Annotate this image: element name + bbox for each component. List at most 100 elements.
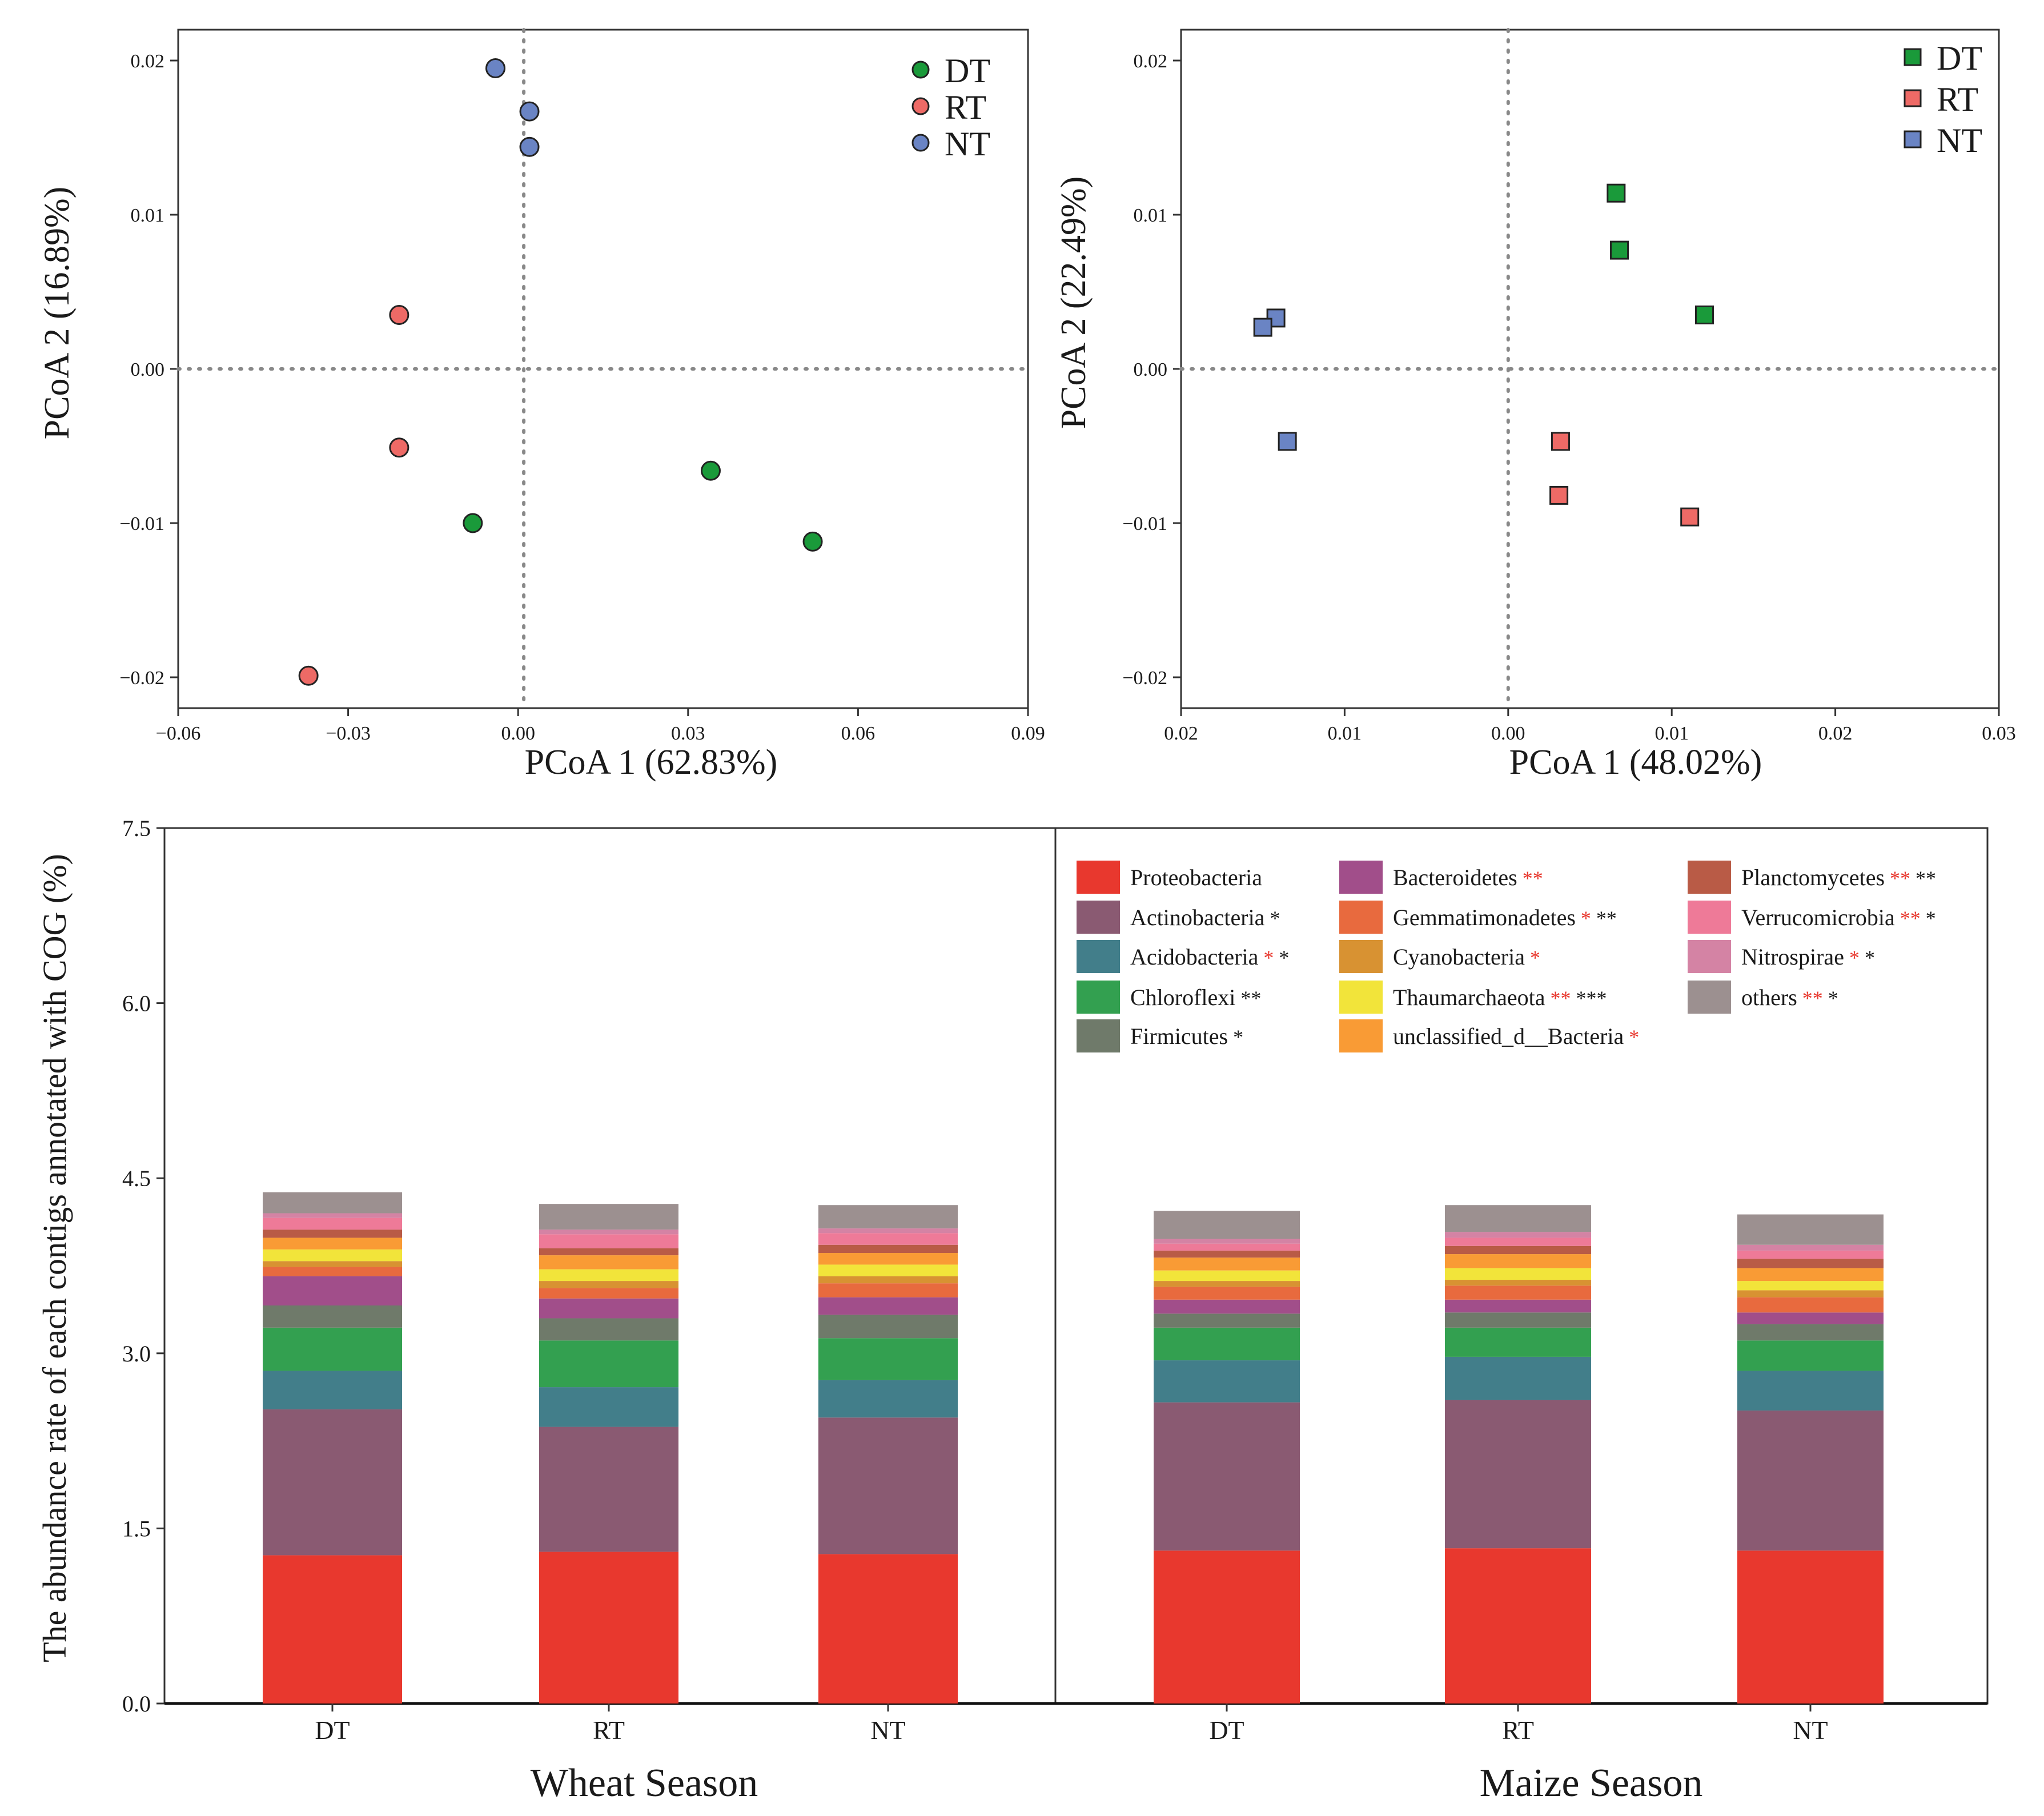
bar-segment-nitrospirae [1737,1244,1884,1251]
bar-segment-planctomycetes [1737,1259,1884,1268]
y-tick-label: 7.5 [122,815,151,841]
legend-swatch-gemmatimonadetes [1339,901,1383,934]
scatter-point-rt [298,665,319,686]
bar-segment-verrucomicrobia [539,1234,678,1248]
legend-swatch-proteobacteria [1077,861,1120,894]
bar-segment-cyanobacteria [1737,1290,1884,1297]
scatter-point-rt [1551,432,1570,451]
bar-segment-bacteroidetes [1154,1299,1300,1314]
y-tick-label: 3.0 [122,1341,151,1367]
bar-segment-proteobacteria [539,1552,678,1703]
bar-segment-gemmatimonadetes [1737,1297,1884,1313]
bar-segment-thaumarchaeota [1154,1270,1300,1281]
bar-segment-firmicutes [263,1305,402,1328]
bar-segment-actinobacteria [1737,1410,1884,1551]
bar-segment-chloroflexi [1737,1340,1884,1371]
legend-swatch-unclassified-d-bacteria [1339,1019,1383,1052]
x-tick-label: DT [1209,1715,1244,1745]
pcoa-plot-wheat: −0.06 −0.03 0.00 0.03 0.06 0.09 −0.02 −0.01 0.00… [38,28,1045,782]
scatter-point-dt [1610,240,1629,260]
x-tick-label: 0.02 [1818,723,1853,744]
bar-segment-acidobacteria [539,1387,678,1427]
bar-segment-chloroflexi [818,1338,958,1380]
y-tick-label: −0.01 [1122,513,1167,535]
bar-segment-planctomycetes [818,1244,958,1253]
bar-segment-cyanobacteria [539,1281,678,1288]
x-tick-label: 0.03 [671,723,705,744]
bar-segment-others [539,1204,678,1230]
bar-segment-bacteroidetes [263,1276,402,1305]
y-axis-label: The abundance rate of each contigs annot… [36,854,73,1662]
bar-segment-cyanobacteria [818,1276,958,1284]
legend-marker-dt [911,61,930,79]
legend-label-planctomycetes: Planctomycetes ** ** [1741,865,1936,890]
bar-segment-thaumarchaeota [539,1269,678,1281]
scatter-point-rt [389,437,409,458]
bar-segment-proteobacteria [263,1555,402,1703]
bar-segment-proteobacteria [1154,1550,1300,1703]
panel-title-maize: Maize Season [1480,1761,1703,1805]
bar-segment-unclassified-d-bacteria [263,1238,402,1249]
bar-segment-cyanobacteria [263,1261,402,1267]
y-axis-label: PCoA 2 (22.49%) [1054,176,1093,429]
y-tick-label: 0.0 [122,1691,151,1717]
y-tick-label: 0.01 [1134,205,1168,226]
bar-segment-cyanobacteria [1154,1281,1300,1287]
legend-label-cyanobacteria: Cyanobacteria * [1393,944,1540,970]
bar-segment-verrucomicrobia [1445,1238,1591,1246]
bar-segment-others [263,1192,402,1214]
legend-label-chloroflexi: Chloroflexi ** [1130,985,1261,1010]
bar-segment-actinobacteria [263,1409,402,1556]
bar-segment-bacteroidetes [1737,1312,1884,1324]
legend-marker-nt [1904,130,1922,148]
y-tick-label: −0.01 [119,513,164,535]
scatter-point-rt [389,305,409,325]
legend-label-others: others ** * [1741,985,1838,1010]
y-tick-label: 0.00 [1134,359,1168,380]
legend-swatch-others [1688,981,1731,1014]
bar-segment-unclassified-d-bacteria [539,1255,678,1269]
legend-swatch-firmicutes [1077,1019,1120,1052]
bar-segment-firmicutes [818,1315,958,1339]
y-tick-label: −0.02 [1122,668,1167,689]
bar-segment-planctomycetes [1154,1250,1300,1258]
x-tick-label: RT [1502,1715,1534,1745]
legend-marker-rt [1904,89,1922,107]
bar-segment-verrucomicrobia [263,1218,402,1230]
scatter-point-dt [802,531,823,552]
x-tick-label: −0.03 [326,723,371,744]
legend-marker-nt [911,134,930,152]
bar-segment-gemmatimonadetes [539,1288,678,1299]
legend-swatch-bacteroidetes [1339,861,1383,894]
bar-segment-bacteroidetes [818,1297,958,1315]
bar-segment-acidobacteria [1737,1371,1884,1411]
legend-label-thaumarchaeota: Thaumarchaeota ** *** [1393,985,1607,1010]
scatter-point-dt [700,460,721,481]
bar-segment-planctomycetes [1445,1246,1591,1255]
legend-marker-dt [1904,48,1922,66]
legend-label-dt: DT [1937,39,1982,77]
x-tick-label: 0.03 [1982,723,2016,744]
y-tick-label: 6.0 [122,991,151,1017]
y-tick-label: 4.5 [122,1166,151,1191]
bar-segment-thaumarchaeota [1445,1268,1591,1280]
legend-swatch-thaumarchaeota [1339,981,1383,1014]
bar-segment-thaumarchaeota [1737,1281,1884,1291]
bar-segment-verrucomicrobia [1154,1243,1300,1251]
legend-label-firmicutes: Firmicutes * [1130,1023,1243,1049]
x-tick-label: NT [870,1715,905,1745]
legend-swatch-chloroflexi [1077,981,1120,1014]
legend-label-nt: NT [1937,122,1982,159]
bar-segment-others [1445,1205,1591,1232]
legend-label-gemmatimonadetes: Gemmatimonadetes * ** [1393,905,1617,930]
legend-marker-rt [911,97,930,115]
legend-label-bacteroidetes: Bacteroidetes ** [1393,865,1543,890]
x-tick-label: 0.00 [1491,723,1525,744]
bar-segment-verrucomicrobia [818,1233,958,1245]
bar-segment-gemmatimonadetes [818,1283,958,1297]
x-tick-label: DT [315,1715,350,1745]
scatter-point-dt [1694,306,1714,324]
legend-swatch-planctomycetes [1688,861,1731,894]
legend-swatch-cyanobacteria [1339,940,1383,973]
x-tick-label: RT [593,1715,625,1745]
